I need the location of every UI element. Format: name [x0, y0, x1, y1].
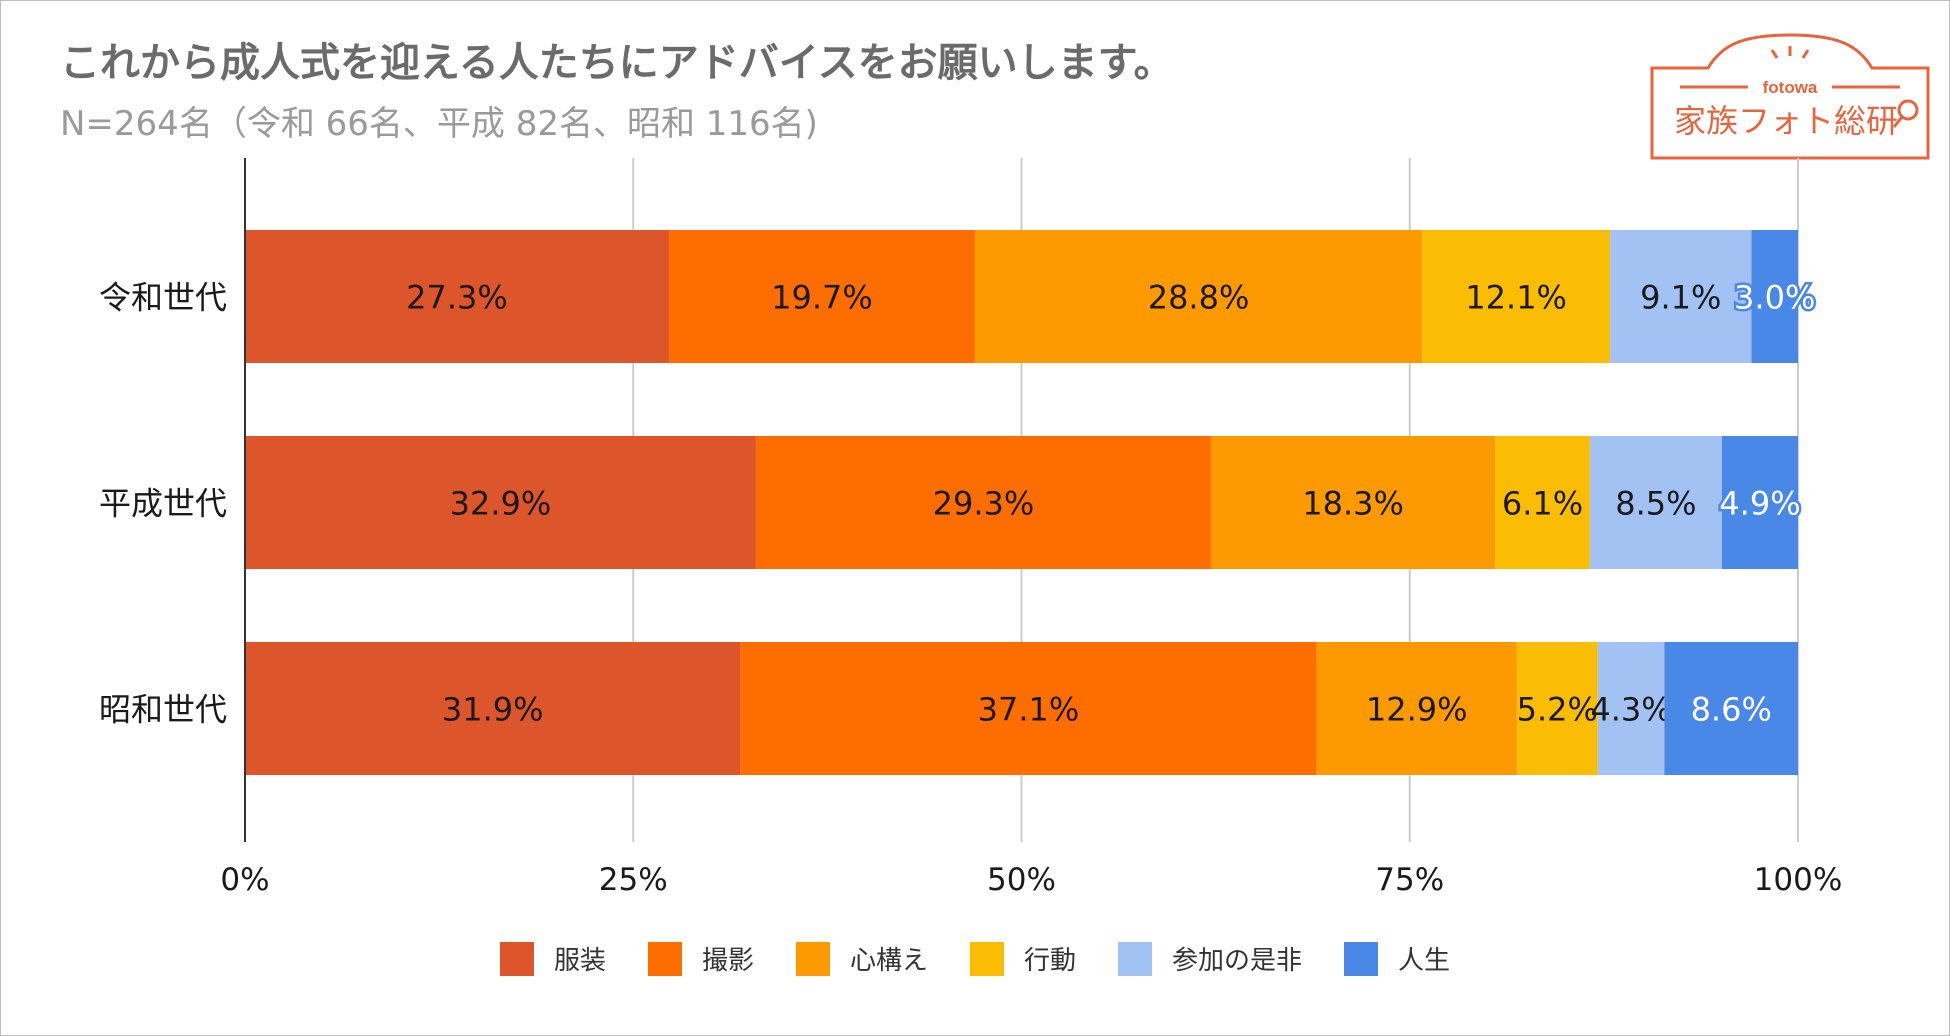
legend-item: 行動: [970, 940, 1076, 977]
bar-segment: [1589, 436, 1722, 569]
fotowa-logo: fotowa 家族フォト総研: [1650, 33, 1930, 160]
logo-name: 家族フォト総研: [1674, 102, 1898, 140]
legend-item: 参加の是非: [1118, 940, 1302, 977]
data-label: 37.1%: [978, 691, 1080, 729]
bar-segment: [1751, 230, 1798, 363]
category-label: 昭和世代: [99, 691, 227, 729]
legend-item: 服装: [499, 940, 606, 977]
data-label: 28.8%: [1148, 279, 1250, 317]
x-tick-label: 100%: [1754, 862, 1843, 898]
data-label: 12.9%: [1366, 691, 1468, 729]
legend-swatch: [647, 941, 682, 976]
legend-swatch: [1118, 941, 1153, 976]
bar-segment: [245, 230, 669, 363]
legend-label: 心構え: [849, 946, 928, 976]
data-label: 6.1%: [1502, 485, 1583, 523]
bar-segment: [1316, 642, 1517, 775]
legend-label: 参加の是非: [1172, 946, 1303, 976]
logo-brand: fotowa: [1763, 78, 1818, 97]
legend-label: 人生: [1398, 946, 1451, 976]
data-label: 32.9%: [450, 485, 552, 523]
legend-label: 撮影: [701, 946, 754, 976]
bar-segment: [1610, 230, 1752, 363]
data-label: 9.1%: [1640, 279, 1721, 317]
legend-item: 撮影: [647, 940, 754, 977]
category-label: 平成世代: [99, 485, 227, 523]
bar-segment: [1597, 642, 1665, 775]
stacked-bar-chart: 27.3% 19.7% 28.8% 12.1% 9.1% 3.0% 令和世代 32.9% 29.…: [99, 158, 1843, 898]
data-label: 5.2%: [1517, 691, 1598, 729]
chart-subtitle: N=264名（令和 66名、平成 82名、昭和 116名): [60, 104, 818, 144]
data-label: 4.3%: [1590, 691, 1671, 729]
bar-segment: [1210, 436, 1496, 569]
data-label: 19.7%: [771, 279, 873, 317]
chart-title: これから成人式を迎える人たちにアドバイスをお願いします。: [60, 40, 1174, 86]
category-label: 令和世代: [99, 279, 227, 317]
data-label: 4.9%: [1719, 485, 1800, 523]
legend-label: 行動: [1024, 946, 1077, 976]
data-label: 8.5%: [1615, 485, 1696, 523]
x-tick-label: 0%: [220, 862, 269, 898]
bar-segment: [668, 230, 975, 363]
bar-segment: [740, 642, 1317, 775]
data-label: 12.1%: [1465, 279, 1567, 317]
bar-segment: [974, 230, 1423, 363]
x-tick-label: 75%: [1375, 862, 1444, 898]
legend-item: 人生: [1344, 940, 1450, 977]
data-label: 18.3%: [1302, 485, 1404, 523]
bar-segment: [1721, 436, 1798, 569]
legend-swatch: [499, 941, 534, 976]
legend-label: 服装: [553, 946, 606, 976]
logo-frame: [1650, 33, 1930, 160]
bar-segment: [245, 642, 741, 775]
x-tick-label: 25%: [599, 862, 668, 898]
legend-swatch: [1344, 941, 1379, 976]
data-label: 3.0%: [1734, 279, 1815, 317]
bar-segment: [1516, 642, 1598, 775]
legend-swatch: [970, 941, 1004, 976]
data-label: 31.9%: [442, 691, 544, 729]
bar-segment: [1664, 642, 1798, 775]
chart-legend: 服装 撮影 心構え 行動 参加の是非 人生: [0, 940, 1950, 977]
data-label: 27.3%: [406, 279, 508, 317]
x-tick-label: 50%: [987, 862, 1056, 898]
bar-segment: [245, 436, 756, 569]
data-label: 29.3%: [933, 485, 1035, 523]
legend-item: 心構え: [795, 940, 928, 977]
bar-segment: [1495, 436, 1590, 569]
data-label: 8.6%: [1691, 691, 1772, 729]
bar-segment: [1422, 230, 1611, 363]
legend-swatch: [795, 941, 830, 976]
bar-segment: [755, 436, 1211, 569]
